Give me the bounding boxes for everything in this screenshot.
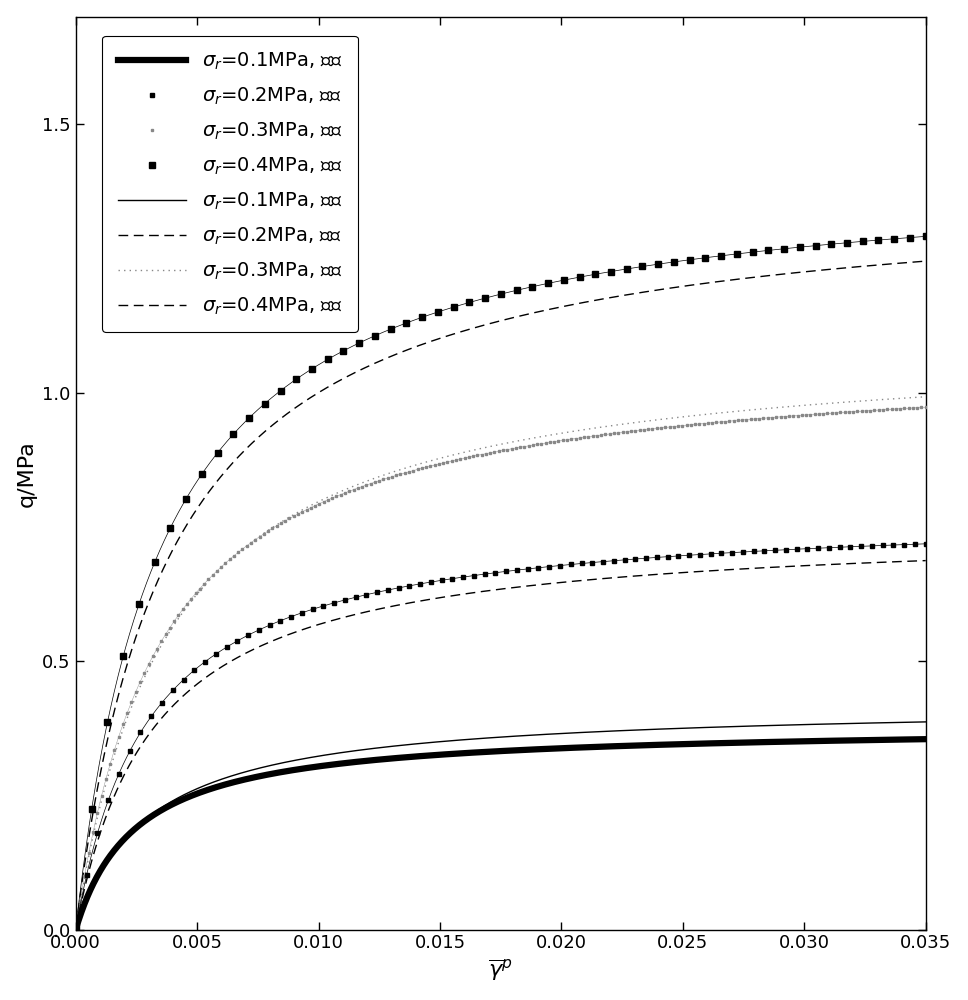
Y-axis label: q/MPa: q/MPa xyxy=(16,440,37,507)
Legend: $\sigma_r$=0.1MPa, 试验, $\sigma_r$=0.2MPa, 试验, $\sigma_r$=0.3MPa, 试验, $\sigma_r$=: $\sigma_r$=0.1MPa, 试验, $\sigma_r$=0.2MPa… xyxy=(103,36,358,332)
X-axis label: $\overline{\gamma}^p$: $\overline{\gamma}^p$ xyxy=(489,958,513,983)
